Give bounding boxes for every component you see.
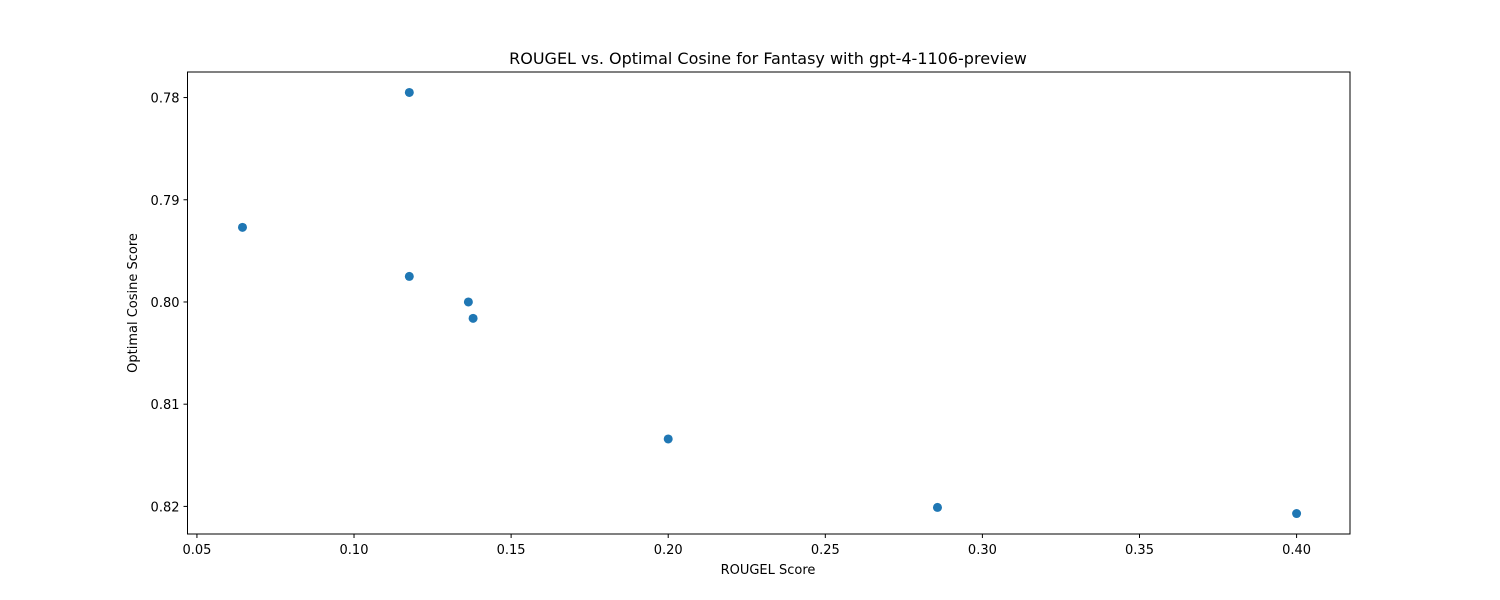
data-point [1292, 509, 1302, 519]
x-tick-label: 0.10 [340, 543, 369, 558]
y-tick-label: 0.79 [151, 194, 180, 209]
x-tick-label: 0.40 [1282, 543, 1311, 558]
chart-title: ROUGEL vs. Optimal Cosine for Fantasy wi… [509, 49, 1027, 68]
data-point [463, 297, 473, 307]
y-axis-label: Optimal Cosine Score [126, 233, 141, 373]
y-tick-label: 0.78 [151, 92, 180, 107]
x-axis-ticks: 0.05 0.10 0.15 0.20 0.25 0.30 0.35 0.40 [182, 534, 1311, 558]
plot-frame [187, 71, 1351, 535]
x-tick-label: 0.25 [811, 543, 840, 558]
data-point [404, 271, 414, 281]
data-point [404, 87, 414, 97]
data-point [468, 313, 478, 323]
data-point [663, 434, 673, 444]
y-tick-label: 0.81 [151, 398, 180, 413]
y-axis-ticks: 0.78 0.79 0.80 0.81 0.82 [151, 92, 188, 515]
data-point [237, 222, 247, 232]
x-tick-label: 0.30 [968, 543, 997, 558]
data-point [932, 502, 942, 512]
data-points [237, 87, 1302, 519]
x-tick-label: 0.15 [497, 543, 526, 558]
x-tick-label: 0.05 [182, 543, 211, 558]
y-tick-label: 0.82 [151, 500, 180, 515]
x-tick-label: 0.20 [654, 543, 683, 558]
x-axis-label: ROUGEL Score [721, 563, 816, 578]
y-tick-label: 0.80 [151, 296, 180, 311]
x-tick-label: 0.35 [1125, 543, 1154, 558]
